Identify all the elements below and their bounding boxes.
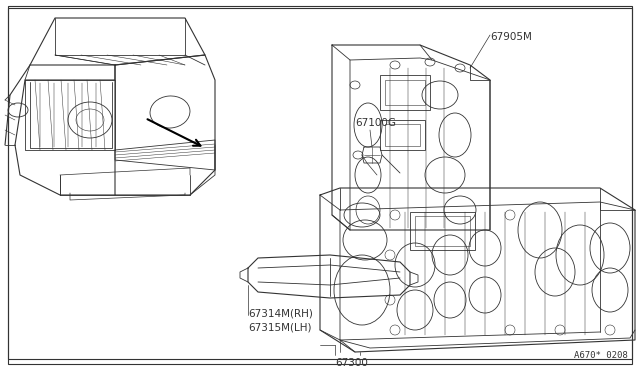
Bar bbox=[385, 80, 425, 105]
Text: 67315M(LH): 67315M(LH) bbox=[248, 322, 312, 332]
Text: 67314M(RH): 67314M(RH) bbox=[248, 308, 313, 318]
Text: 67905M: 67905M bbox=[490, 32, 532, 42]
Bar bbox=[410, 212, 475, 250]
Text: A670* 0208: A670* 0208 bbox=[574, 351, 628, 360]
Bar bbox=[415, 216, 470, 246]
Bar bbox=[385, 124, 420, 146]
Bar bbox=[380, 120, 425, 150]
Text: 67100G: 67100G bbox=[355, 118, 396, 128]
Bar bbox=[380, 75, 430, 110]
Text: 67300: 67300 bbox=[335, 358, 368, 368]
